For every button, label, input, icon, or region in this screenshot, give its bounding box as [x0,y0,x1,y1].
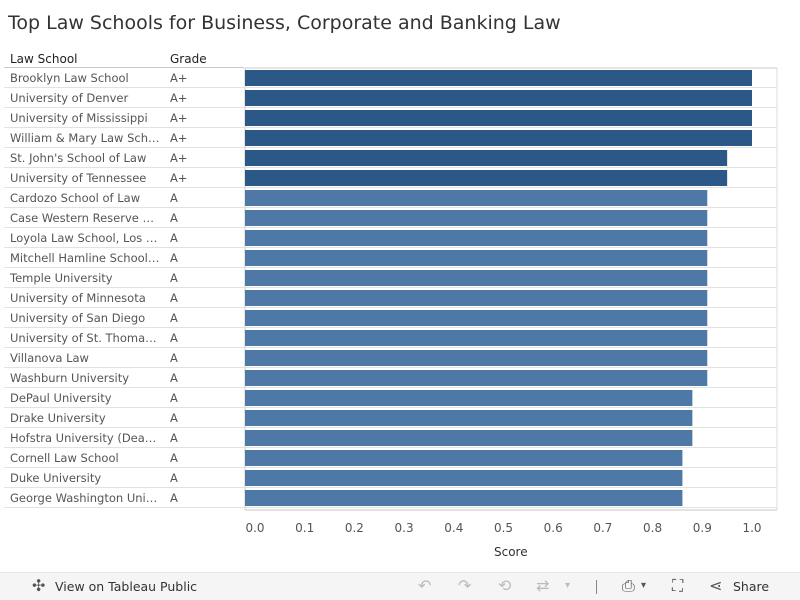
bar[interactable] [245,150,728,166]
grade-column-header[interactable]: Grade [170,52,207,66]
bar[interactable] [245,230,708,246]
grade-value: A [170,471,178,485]
table-row[interactable]: University of San Diego A [4,308,244,328]
grade-value: A [170,211,178,225]
bar[interactable] [245,350,708,366]
grade-value: A [170,351,178,365]
bar[interactable] [245,250,708,266]
table-row[interactable]: University of Minnesota A [4,288,244,308]
x-tick-label: 0.9 [693,521,712,535]
bar[interactable] [245,110,752,126]
x-tick-label: 0.6 [544,521,563,535]
bar[interactable] [245,90,752,106]
table-row[interactable]: Cornell Law School A [4,448,244,468]
toolbar-divider [596,580,597,594]
grade-value: A+ [170,71,188,85]
bar[interactable] [245,430,693,446]
table-row[interactable]: George Washington Unive.. A [4,488,244,508]
bar[interactable] [245,410,693,426]
grade-value: A [170,431,178,445]
grade-value: A [170,411,178,425]
bar-chart: 0.0 0.1 0.2 0.3 0.4 0.5 0.6 0.7 0.8 0.9 1.0 [244,67,778,535]
bar[interactable] [245,290,708,306]
table-row[interactable]: Duke University A [4,468,244,488]
table-row[interactable]: University of Tennessee A+ [4,168,244,188]
redo-icon[interactable]: ↷ [458,576,472,595]
bar[interactable] [245,390,693,406]
table-row[interactable]: Drake University A [4,408,244,428]
table-row[interactable]: Villanova Law A [4,348,244,368]
refresh-icon[interactable]: ⇄ [536,576,550,595]
grade-value: A+ [170,111,188,125]
bar[interactable] [245,170,728,186]
table-row[interactable]: Hofstra University (Deane) A [4,428,244,448]
bar[interactable] [245,490,683,506]
x-tick-label: 0.1 [295,521,314,535]
bar[interactable] [245,190,708,206]
table-row[interactable]: Case Western Reserve Un.. A [4,208,244,228]
grade-value: A [170,291,178,305]
bar[interactable] [245,370,708,386]
bar[interactable] [245,130,752,146]
table-row[interactable]: Temple University A [4,268,244,288]
x-tick-label: 0.3 [395,521,414,535]
header-divider [4,67,244,68]
x-tick-label: 0.5 [494,521,513,535]
bar[interactable] [245,210,708,226]
tableau-logo-icon: ✣ [32,576,46,595]
share-button[interactable]: Share [733,579,770,594]
grade-value: A+ [170,171,188,185]
bar[interactable] [245,450,683,466]
share-icon[interactable]: ⋖ [709,576,723,595]
table-row[interactable]: Loyola Law School, Los An.. A [4,228,244,248]
table-row[interactable]: DePaul University A [4,388,244,408]
fullscreen-icon[interactable]: ⛶ [672,576,684,595]
revert-icon[interactable]: ⟲ [498,576,512,595]
grade-value: A [170,491,178,505]
bar[interactable] [245,70,752,86]
law-school-column-header[interactable]: Law School [10,52,78,66]
table-row[interactable]: University of Mississippi A+ [4,108,244,128]
download-dropdown-icon[interactable]: ▾ [641,580,647,591]
grade-value: A [170,391,178,405]
x-axis-title: Score [494,545,528,559]
grade-value: A+ [170,131,188,145]
grade-value: A+ [170,151,188,165]
refresh-dropdown-icon[interactable]: ▾ [565,580,571,591]
grade-value: A [170,371,178,385]
view-on-tableau-public-link[interactable]: View on Tableau Public [55,579,198,594]
grade-value: A [170,191,178,205]
bar[interactable] [245,310,708,326]
x-tick-label: 0.0 [245,521,264,535]
grade-value: A [170,271,178,285]
x-tick-label: 1.0 [742,521,761,535]
table-row[interactable]: Cardozo School of Law A [4,188,244,208]
table-row[interactable]: William & Mary Law School A+ [4,128,244,148]
grade-value: A [170,251,178,265]
table-row[interactable]: Mitchell Hamline School o.. A [4,248,244,268]
grade-value: A [170,311,178,325]
grade-value: A [170,231,178,245]
x-tick-label: 0.4 [444,521,463,535]
table-row[interactable]: University of St. Thomas -.. A [4,328,244,348]
x-tick-label: 0.2 [345,521,364,535]
chart-title: Top Law Schools for Business, Corporate … [8,12,561,34]
grade-value: A [170,331,178,345]
bar[interactable] [245,470,683,486]
bar[interactable] [245,330,708,346]
grade-value: A+ [170,91,188,105]
grade-value: A [170,451,178,465]
table-row[interactable]: University of Denver A+ [4,88,244,108]
tableau-toolbar: ✣ View on Tableau Public ↶ ↷ ⟲ ⇄ ▾ ⎙ ▾ ⛶… [0,572,800,600]
bar[interactable] [245,270,708,286]
row-label-list: Brooklyn Law School A+ University of Denve… [4,68,244,508]
x-tick-label: 0.8 [643,521,662,535]
x-tick-label: 0.7 [593,521,612,535]
table-row[interactable]: Brooklyn Law School A+ [4,68,244,88]
table-row[interactable]: St. John's School of Law A+ [4,148,244,168]
table-row[interactable]: Washburn University A [4,368,244,388]
undo-icon[interactable]: ↶ [418,576,432,595]
download-icon[interactable]: ⎙ [622,576,635,595]
